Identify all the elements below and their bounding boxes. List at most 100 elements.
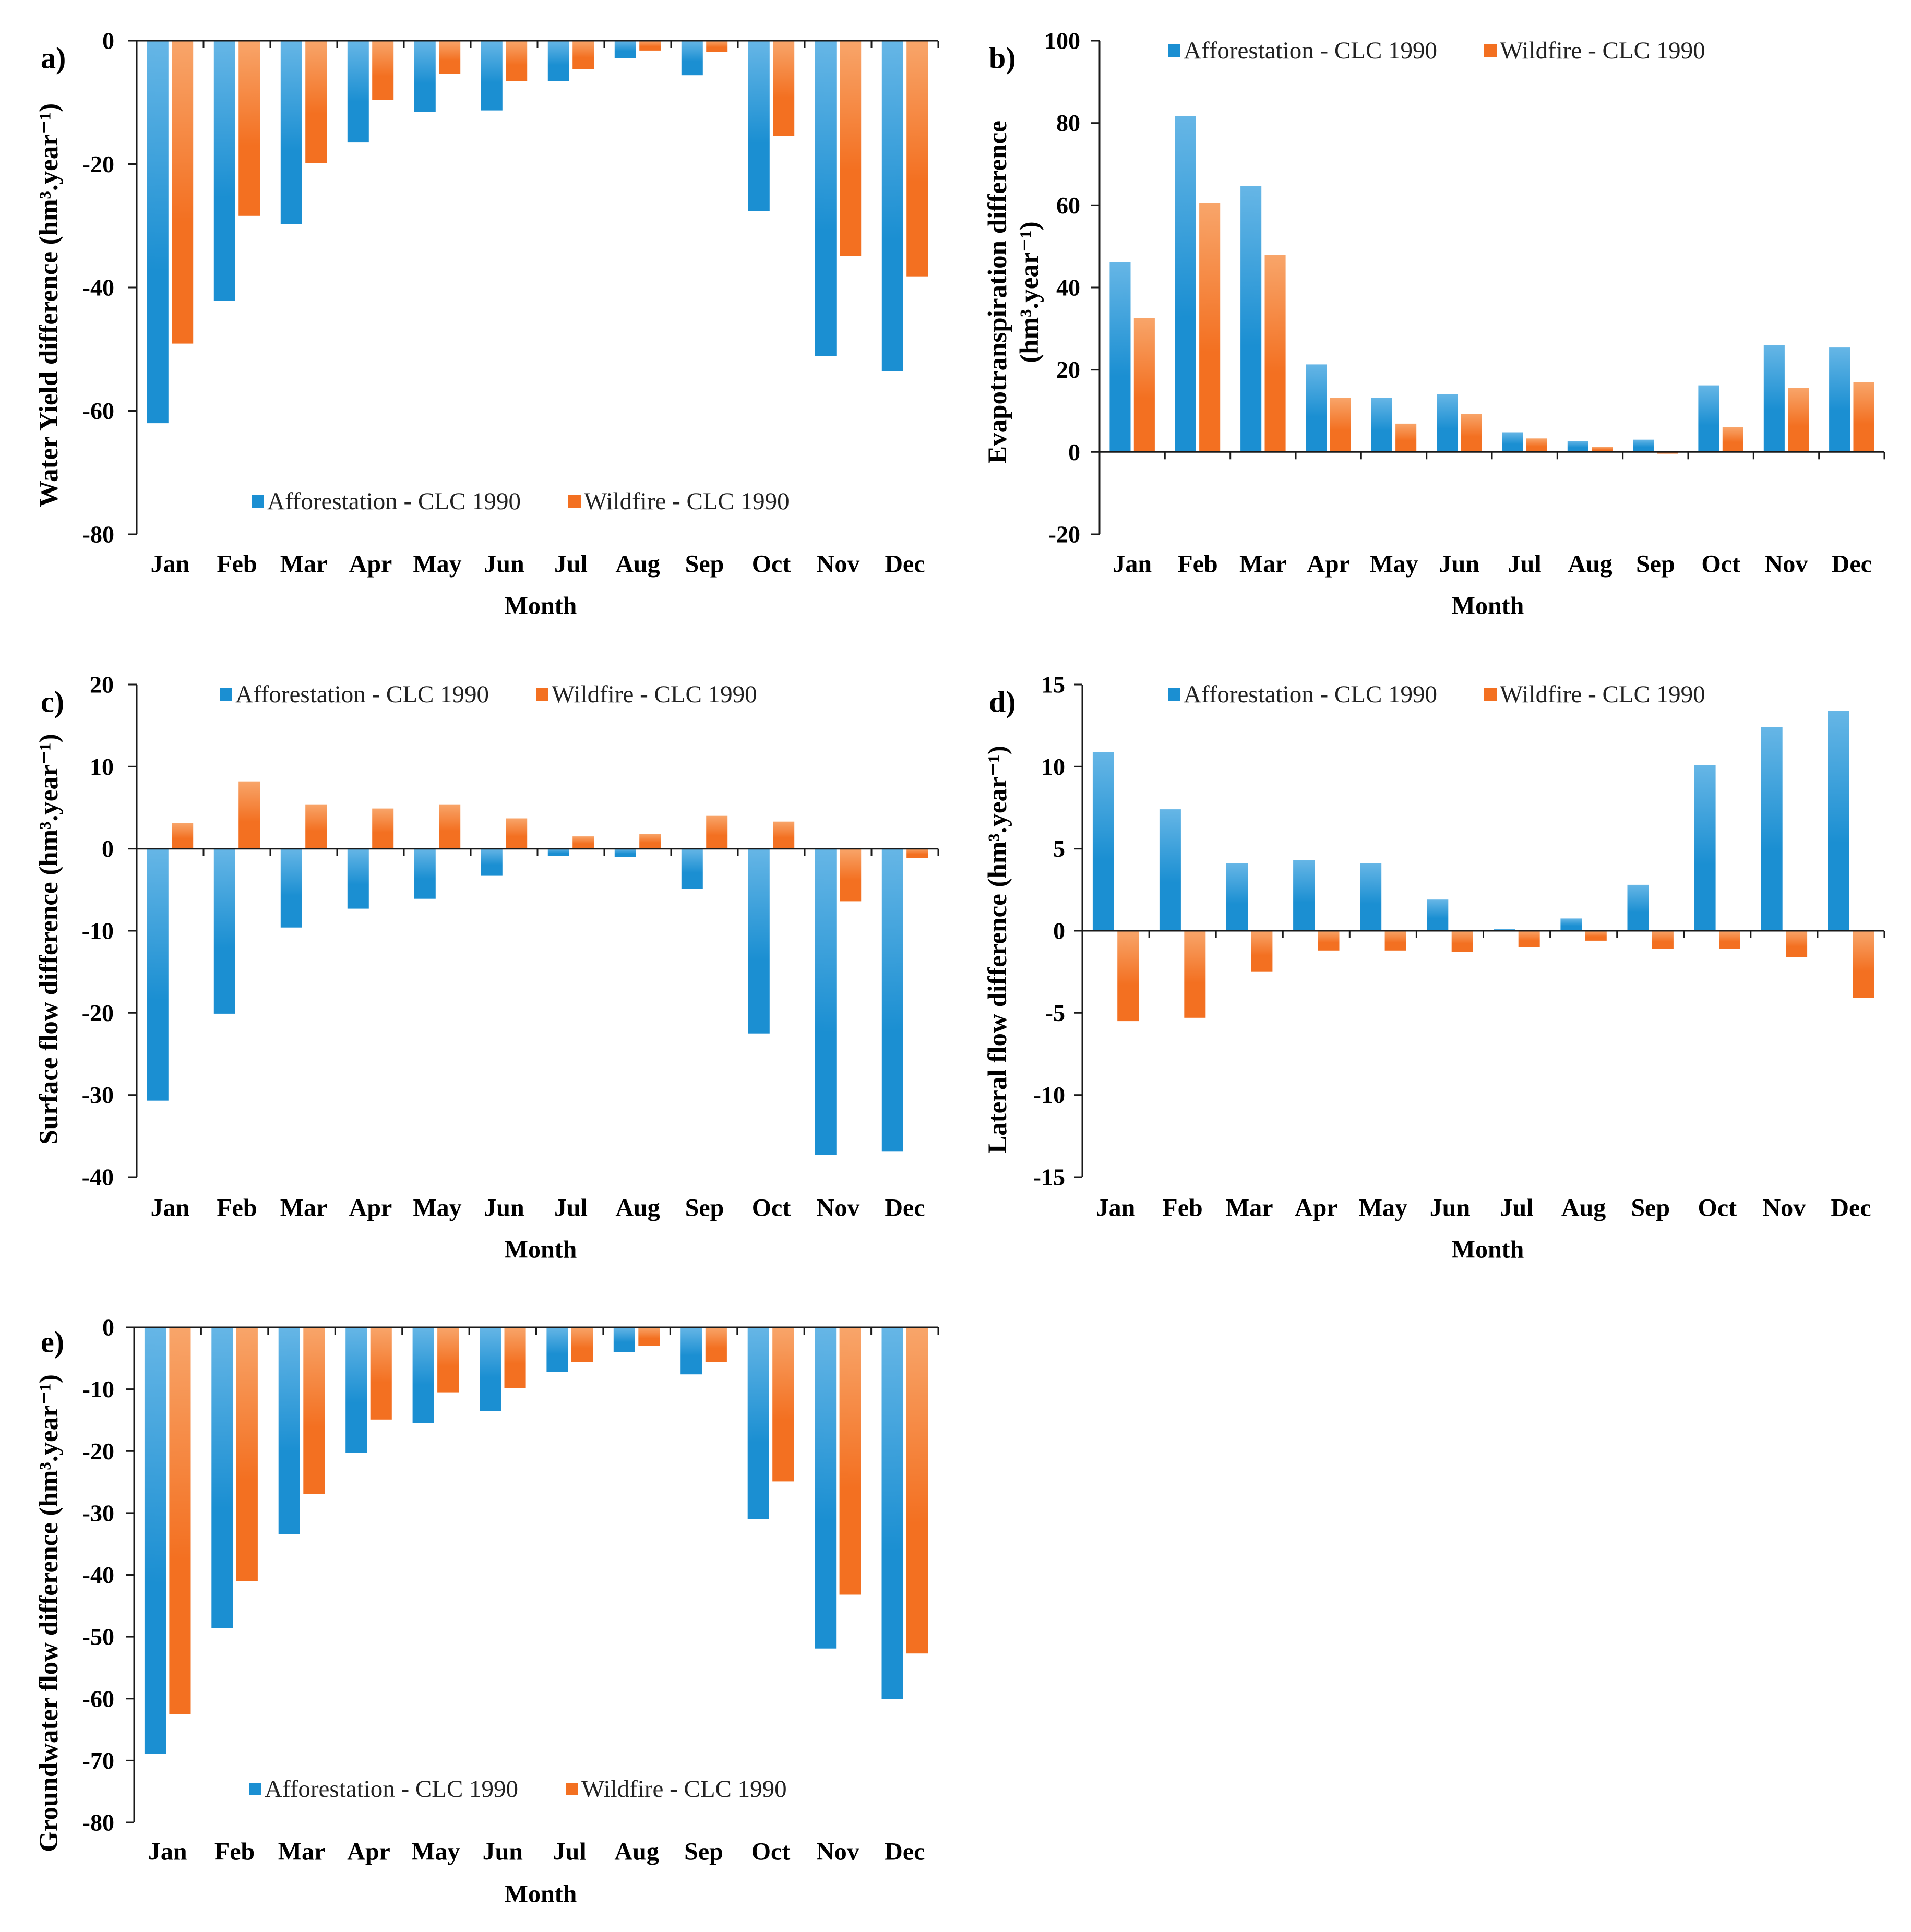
legend-swatch-wildfire	[1484, 44, 1497, 57]
legend-label-afforestation: Afforestation - CLC 1990	[267, 488, 521, 515]
bar-wildfire-sep	[1652, 931, 1674, 949]
bar-wildfire-mar	[1264, 255, 1286, 452]
bar-wildfire-may	[1395, 423, 1417, 452]
x-category-label: May	[413, 1194, 461, 1222]
bar-wildfire-aug	[1592, 447, 1613, 452]
bar-wildfire-nov	[1786, 931, 1808, 957]
bar-wildfire-may	[1384, 931, 1406, 951]
bar-wildfire-apr	[1318, 931, 1340, 951]
bar-afforestation-aug	[614, 41, 636, 58]
x-category-label: Oct	[1701, 550, 1740, 578]
bar-afforestation-apr	[347, 848, 369, 909]
x-category-label: Nov	[1763, 1194, 1806, 1222]
bar-wildfire-nov	[840, 41, 862, 256]
legend-swatch-wildfire	[1484, 688, 1497, 701]
legend-swatch-afforestation	[1168, 44, 1180, 57]
bar-wildfire-apr	[372, 808, 394, 849]
x-category-label: Jan	[151, 1194, 190, 1222]
y-tick-label: -80	[82, 521, 114, 548]
legend-label-wildfire: Wildfire - CLC 1990	[1500, 37, 1705, 64]
bar-series-group	[147, 781, 928, 1155]
bar-wildfire-jan	[1117, 931, 1139, 1022]
y-tick-label: -60	[82, 398, 114, 424]
legend-swatch-afforestation	[249, 1783, 261, 1795]
bar-afforestation-mar	[280, 848, 302, 928]
y-tick-label: -5	[1045, 1000, 1065, 1026]
bar-wildfire-jun	[1461, 414, 1482, 452]
legend-swatch-afforestation	[220, 688, 232, 701]
legend: Afforestation - CLC 1990 Wildfire - CLC 1…	[1168, 37, 1705, 64]
bar-afforestation-jul	[1502, 432, 1523, 452]
x-axis-title: Month	[505, 1880, 577, 1908]
x-category-label: May	[411, 1838, 460, 1866]
y-tick-label: 15	[1041, 671, 1065, 698]
bar-wildfire-feb	[238, 41, 260, 216]
bar-afforestation-jun	[481, 848, 503, 876]
x-category-label: Sep	[684, 1838, 723, 1866]
y-tick-label: -10	[1033, 1082, 1065, 1108]
x-category-label: Jun	[1430, 1194, 1470, 1222]
y-axis-title: Lateral flow difference (hm³.year⁻¹)	[983, 746, 1012, 1154]
x-category-label: Jul	[554, 550, 588, 578]
legend: Afforestation - CLC 1990 Wildfire - CLC 1…	[252, 488, 790, 515]
bar-afforestation-oct	[1698, 385, 1719, 452]
bar-wildfire-may	[439, 804, 461, 849]
legend-label-wildfire: Wildfire - CLC 1990	[552, 681, 757, 708]
x-category-label: Aug	[615, 550, 660, 578]
bar-wildfire-apr	[1330, 398, 1351, 452]
bar-wildfire-nov	[840, 848, 862, 902]
x-category-label: Apr	[349, 550, 392, 578]
bar-afforestation-sep	[1633, 439, 1654, 452]
bar-wildfire-feb	[1199, 203, 1221, 452]
x-category-label: Sep	[1636, 550, 1675, 578]
bar-afforestation-jan	[1092, 752, 1114, 931]
x-category-label: Feb	[1177, 550, 1217, 578]
x-category-label: May	[1359, 1194, 1407, 1222]
bar-wildfire-jun	[1451, 931, 1473, 952]
x-category-label: Jan	[148, 1838, 187, 1866]
bar-wildfire-aug	[638, 1327, 660, 1346]
bar-afforestation-apr	[1306, 364, 1327, 452]
bar-wildfire-jul	[571, 1327, 593, 1362]
legend: Afforestation - CLC 1990 Wildfire - CLC 1…	[220, 681, 757, 708]
x-category-label: Nov	[817, 550, 860, 578]
y-tick-label: -10	[82, 918, 114, 944]
bar-wildfire-jul	[1518, 931, 1540, 947]
bar-wildfire-dec	[906, 848, 928, 858]
legend-label-wildfire: Wildfire - CLC 1990	[581, 1775, 787, 1803]
bar-wildfire-apr	[372, 41, 394, 100]
y-tick-label: 20	[90, 671, 114, 698]
y-tick-label: 10	[1041, 753, 1065, 780]
x-category-label: Jul	[1508, 550, 1542, 578]
bar-afforestation-dec	[881, 848, 903, 1152]
bar-afforestation-mar	[1226, 863, 1248, 931]
x-category-label: May	[413, 550, 461, 578]
bar-afforestation-sep	[681, 41, 703, 76]
bar-wildfire-oct	[773, 821, 795, 849]
bar-wildfire-oct	[1722, 427, 1743, 452]
bar-afforestation-jan	[1109, 262, 1131, 452]
bar-wildfire-dec	[906, 41, 928, 277]
bar-afforestation-jul	[547, 848, 569, 856]
y-tick-label: -20	[82, 1000, 114, 1026]
legend-label-afforestation: Afforestation - CLC 1990	[235, 681, 489, 708]
y-axis-title: Surface flow difference (hm³.year⁻¹)	[34, 734, 64, 1144]
x-category-label: Jun	[484, 1194, 524, 1222]
x-category-label: Aug	[614, 1838, 659, 1866]
legend: Afforestation - CLC 1990 Wildfire - CLC 1…	[1168, 681, 1705, 708]
bar-afforestation-mar	[278, 1327, 300, 1534]
bar-afforestation-apr	[345, 1327, 367, 1453]
bar-wildfire-jun	[506, 41, 528, 81]
bar-wildfire-mar	[305, 41, 327, 163]
bar-afforestation-feb	[211, 1327, 233, 1628]
bar-afforestation-jul	[1494, 929, 1515, 931]
x-category-label: Feb	[217, 1194, 257, 1222]
bar-wildfire-aug	[639, 41, 661, 51]
x-category-label: Aug	[1561, 1194, 1606, 1222]
x-category-label: Oct	[1698, 1194, 1737, 1222]
bar-afforestation-may	[412, 1327, 434, 1423]
x-category-label: Mar	[1226, 1194, 1273, 1222]
x-category-label: Apr	[1295, 1194, 1338, 1222]
y-axis-title: Evapotranspiration difference	[983, 121, 1012, 464]
panel-label: c)	[41, 685, 64, 719]
